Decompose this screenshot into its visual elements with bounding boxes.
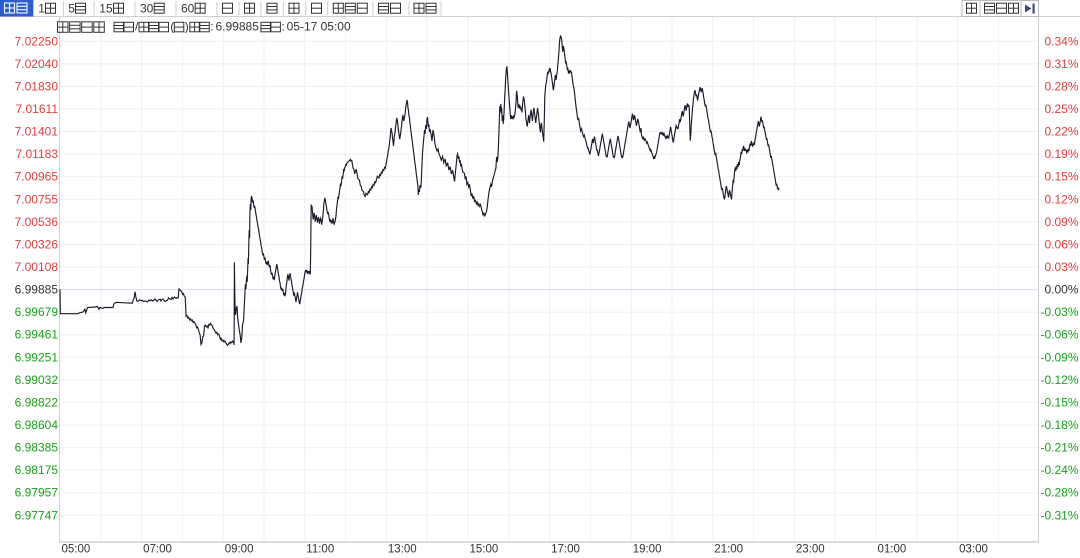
svg-text:-0.21%: -0.21% (1040, 441, 1078, 455)
svg-text:6.99032: 6.99032 (15, 373, 59, 387)
svg-text:6.99679: 6.99679 (15, 305, 59, 319)
svg-text:6.99885: 6.99885 (216, 20, 260, 34)
svg-text:13:00: 13:00 (388, 544, 417, 556)
svg-text:7.02250: 7.02250 (15, 34, 59, 48)
svg-text:6.98385: 6.98385 (15, 441, 59, 455)
svg-text:0.34%: 0.34% (1044, 34, 1078, 48)
svg-text:-0.18%: -0.18% (1040, 418, 1078, 432)
svg-text:7.00326: 7.00326 (15, 237, 59, 251)
svg-text:7.01830: 7.01830 (15, 79, 59, 93)
svg-text:-0.24%: -0.24% (1040, 463, 1078, 477)
svg-text:17:00: 17:00 (551, 544, 580, 556)
svg-text:6.98822: 6.98822 (15, 395, 59, 409)
svg-text:6.99885: 6.99885 (15, 283, 59, 297)
svg-text:(: ( (170, 20, 174, 34)
svg-text:6.99461: 6.99461 (15, 328, 59, 342)
svg-text:-0.03%: -0.03% (1040, 305, 1078, 319)
svg-text:7.00108: 7.00108 (15, 260, 59, 274)
svg-text:0.03%: 0.03% (1044, 260, 1078, 274)
svg-text:0.25%: 0.25% (1044, 102, 1078, 116)
svg-text:15: 15 (99, 2, 113, 16)
svg-text:11:00: 11:00 (306, 544, 334, 556)
svg-text:7.02040: 7.02040 (15, 57, 59, 71)
svg-text:6.98175: 6.98175 (15, 463, 59, 477)
svg-text:01:00: 01:00 (878, 544, 907, 556)
svg-text:30: 30 (140, 2, 154, 16)
svg-text:7.00755: 7.00755 (15, 192, 59, 206)
svg-text:-0.06%: -0.06% (1040, 328, 1078, 342)
svg-text:5: 5 (68, 2, 75, 16)
svg-text:0.31%: 0.31% (1044, 57, 1078, 71)
svg-text:0.09%: 0.09% (1044, 215, 1078, 229)
svg-text:03:00: 03:00 (959, 544, 988, 556)
svg-text:7.01183: 7.01183 (16, 147, 59, 161)
svg-text:/: / (135, 20, 139, 34)
svg-text:05-17 05:00: 05-17 05:00 (287, 20, 351, 34)
svg-text:6.98604: 6.98604 (15, 418, 59, 432)
svg-text::: : (281, 20, 284, 34)
svg-text::: : (210, 20, 213, 34)
svg-text:7.01611: 7.01611 (16, 102, 59, 116)
svg-text:7.01401: 7.01401 (15, 125, 59, 139)
svg-text:0.19%: 0.19% (1044, 147, 1078, 161)
svg-text:0.00%: 0.00% (1044, 283, 1078, 297)
svg-text:): ) (185, 20, 189, 34)
svg-text:0.28%: 0.28% (1044, 79, 1078, 93)
svg-text:-0.31%: -0.31% (1040, 508, 1078, 522)
svg-text:0.22%: 0.22% (1044, 125, 1078, 139)
svg-text:15:00: 15:00 (470, 544, 499, 556)
svg-text:0.12%: 0.12% (1044, 192, 1078, 206)
svg-text:-0.09%: -0.09% (1040, 350, 1078, 364)
svg-text:19:00: 19:00 (633, 544, 662, 556)
svg-text:6.97747: 6.97747 (15, 508, 59, 522)
svg-text:-0.28%: -0.28% (1040, 486, 1078, 500)
svg-text:-0.15%: -0.15% (1040, 395, 1078, 409)
svg-text:07:00: 07:00 (143, 544, 172, 556)
svg-text:1: 1 (38, 2, 45, 16)
svg-text:6.99251: 6.99251 (15, 350, 59, 364)
svg-text:6.97957: 6.97957 (15, 486, 59, 500)
svg-text:-0.12%: -0.12% (1040, 373, 1078, 387)
svg-text:7.00965: 7.00965 (15, 170, 59, 184)
svg-text:21:00: 21:00 (714, 544, 743, 556)
svg-text:0.15%: 0.15% (1044, 170, 1078, 184)
svg-text:05:00: 05:00 (62, 544, 91, 556)
svg-text:7.00536: 7.00536 (15, 215, 59, 229)
svg-text:23:00: 23:00 (796, 544, 825, 556)
svg-text:0.06%: 0.06% (1044, 237, 1078, 251)
svg-text:60: 60 (181, 2, 195, 16)
svg-text:09:00: 09:00 (225, 544, 254, 556)
